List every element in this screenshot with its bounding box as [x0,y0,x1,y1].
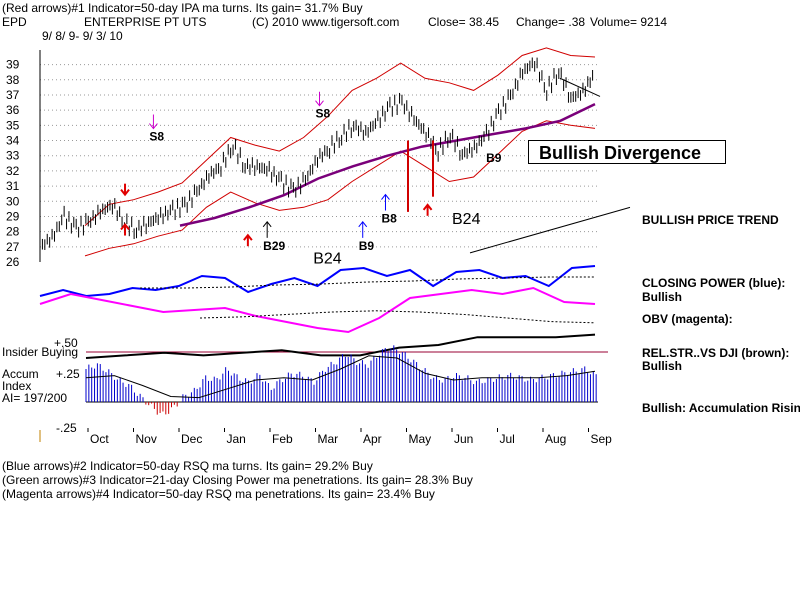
x-tick-Oct: Oct [90,432,109,446]
y-tick-38: 38 [6,73,20,87]
volume-value: Volume= 9214 [590,15,668,29]
accumulation-label: Bullish: Accumulation Rising [642,401,800,415]
y-tick-32: 32 [6,164,20,178]
closing-power-label: CLOSING POWER (blue): [642,276,786,290]
accum-ma-line [85,355,596,399]
insider-buying-label: Insider Buying [2,345,79,359]
y-tick-27: 27 [6,240,20,254]
x-tick-Jun: Jun [454,432,473,446]
bullish-price-trend-label: BULLISH PRICE TREND [642,213,779,227]
y-tick-30: 30 [6,194,20,208]
x-tick-Dec: Dec [181,432,202,446]
wedge-line [559,77,601,97]
signal-arrowhead [358,221,368,228]
red-arrowhead [120,222,130,231]
footer-line2: (Blue arrows)#2 Indicator=50-day RSQ ma … [2,459,373,473]
signal-arrowhead [381,193,390,200]
bullish-divergence-label: Bullish Divergence [528,140,726,164]
signal-label: S8 [149,130,164,144]
plus50-label: +.50 [54,336,78,350]
y-tick-26: 26 [6,255,20,269]
signal-label: S8 [316,107,331,121]
plus25-label: +.25 [56,367,80,381]
close-value: Close= 38.45 [428,15,500,29]
trend-line [469,206,631,254]
y-tick-29: 29 [6,209,20,223]
x-tick-Mar: Mar [318,432,339,446]
obv-label: OBV (magenta): [642,312,733,326]
header-line1: (Red arrows)#1 Indicator=50-day IPA ma t… [2,1,363,15]
red-arrowhead [243,233,253,241]
closing-power-ma [140,276,595,289]
signal-arrowhead [149,123,158,130]
footer-line3: (Green arrows)#3 Indicator=21-day Closin… [2,473,473,487]
signal-label: B9 [359,239,375,253]
signal-label: B24 [452,211,481,228]
closing-power-line [39,265,596,298]
x-tick-Apr: Apr [363,432,382,446]
signal-arrowhead [262,221,272,228]
y-tick-36: 36 [6,103,20,117]
red-arrowhead [422,203,433,211]
y-tick-28: 28 [6,225,20,239]
y-tick-31: 31 [6,179,20,193]
obv-ma [199,310,596,324]
y-tick-34: 34 [6,134,20,148]
y-tick-39: 39 [6,58,20,72]
signal-arrowhead [315,100,324,107]
obv-line [39,286,596,334]
signal-label: B9 [486,151,502,165]
upper-band-line [84,47,596,226]
copyright: (C) 2010 www.tigersoft.com [252,15,400,29]
ai-label: AI= 197/200 [2,391,68,405]
x-tick-Sep: Sep [591,432,613,446]
moving-average-line [179,102,596,227]
relstr-line [85,333,596,359]
date-range: 9/ 8/ 9- 9/ 3/ 10 [42,29,123,43]
red-arrowhead [120,189,130,197]
lower-band-line [84,120,596,257]
minus25-label: -.25 [56,421,77,435]
y-tick-33: 33 [6,149,20,163]
index-label: Index [2,379,32,393]
x-tick-Feb: Feb [272,432,293,446]
signal-label: B24 [313,251,342,268]
footer-line4: (Magenta arrows)#4 Indicator=50-day RSQ … [2,487,435,501]
signal-label: B29 [263,239,285,253]
y-tick-35: 35 [6,118,20,132]
x-tick-May: May [409,432,432,446]
closing-power-state: Bullish [642,290,683,304]
x-tick-Nov: Nov [136,432,157,446]
x-tick-Jul: Jul [500,432,515,446]
signal-label: B8 [381,212,397,226]
accum-label: Accum [2,367,39,381]
x-tick-Jan: Jan [227,432,246,446]
y-tick-37: 37 [6,88,20,102]
relstr-label: REL.STR..VS DJI (brown): [642,346,790,360]
x-tick-Aug: Aug [545,432,566,446]
company-name: ENTERPRISE PT UTS [84,15,207,29]
change-value: Change= .38 [516,15,586,29]
ticker-symbol: EPD [2,15,27,29]
relstr-state: Bullish [642,359,683,373]
